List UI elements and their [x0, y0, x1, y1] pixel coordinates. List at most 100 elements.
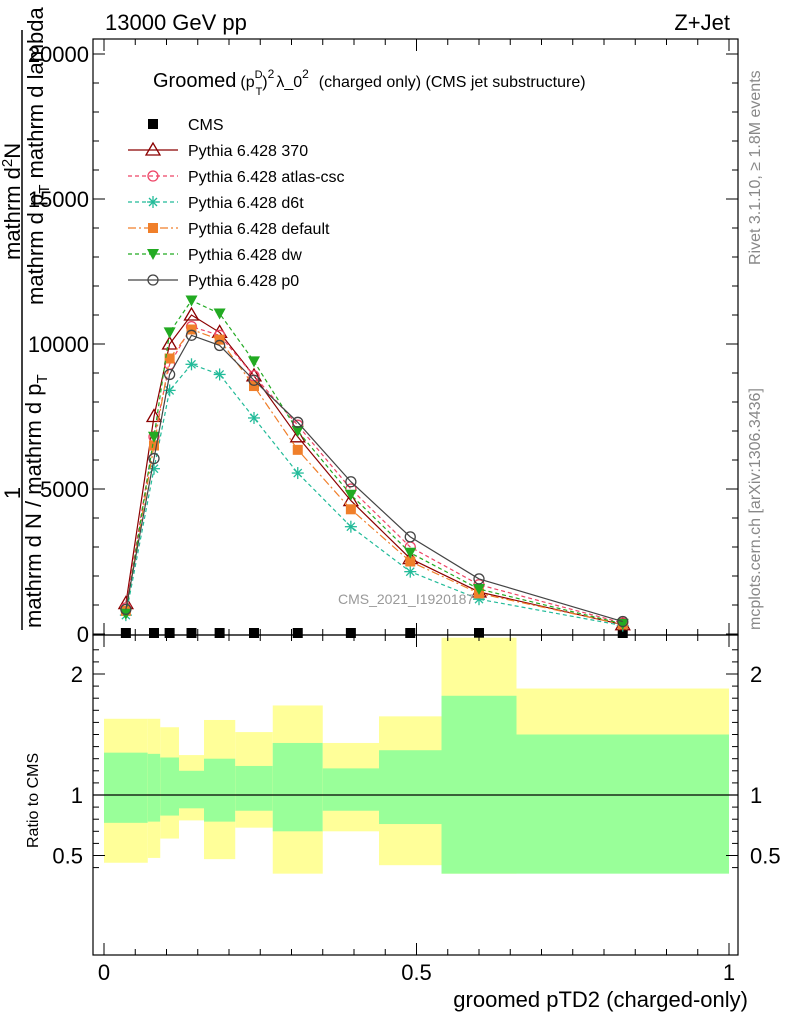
ylabel-top-line2: mathrm d pT mathrm d lambda: [23, 7, 53, 305]
series-6-point-0: [120, 603, 132, 615]
series-6-point-2: [163, 368, 176, 381]
series-6-point-8: [404, 531, 416, 543]
ratio-inner-band-0: [104, 752, 148, 823]
legend-label-1: Pythia 6.428 370: [188, 143, 308, 160]
ratio-band-group: [104, 637, 729, 874]
series-0-point-7: [345, 628, 356, 638]
plot-title: Groomed (pD T)2 λ_02 (charged only) (CMS jet…: [153, 67, 586, 98]
ratio-ytick-label-0: 0.5: [52, 844, 83, 869]
ylabel-den-sub: T: [34, 374, 51, 383]
ratio-y-ticks: 0.5 0.5 1 1 2 2: [52, 649, 781, 869]
legend-marker-3: [147, 196, 159, 208]
ylabel-top-l2b: mathrm d lambda: [23, 7, 48, 185]
series-6-point-9: [473, 573, 485, 585]
title-sup-d: D: [255, 69, 263, 81]
series-3-point-8: [404, 565, 417, 578]
ratio-xtick-label-0: 0: [98, 960, 110, 985]
legend-marker-5: [147, 249, 159, 260]
main-ytick-label-0: 0: [77, 622, 89, 647]
ratio-inner-band-3: [179, 770, 204, 809]
series-3-point-5: [248, 411, 260, 424]
series-0-point-2: [164, 628, 175, 638]
legend: CMS Pythia 6.428 370 Pythia 6.428 atlas-cs…: [128, 117, 345, 290]
series-5-point-1: [148, 431, 160, 443]
rivet-version: Rivet 3.1.10, ≥ 1.8M events: [747, 70, 764, 265]
ratio-ytick-label-right-1: 1: [750, 783, 762, 808]
ylabel-denominator: mathrm d N / mathrm d pT: [21, 374, 51, 628]
series-line-5: [125, 299, 623, 625]
legend-marker-4: [148, 223, 158, 233]
ylabel-top-sup: 2: [0, 159, 16, 167]
title-paren: (p: [240, 74, 254, 91]
series-4-point-8: [405, 556, 416, 567]
series-line-3: [125, 363, 623, 627]
series-6-point-1: [148, 452, 160, 465]
legend-label-2: Pythia 6.428 atlas-csc: [188, 169, 345, 186]
series-4-point-4: [214, 334, 225, 345]
ratio-xtick-label-1: 0.5: [401, 960, 432, 985]
ratio-ytick-label-1: 1: [71, 783, 83, 808]
header-process: Z+Jet: [674, 10, 730, 35]
series-line-1: [125, 314, 623, 626]
series-4-point-2: [164, 353, 175, 364]
main-ytick-label-2: 10000: [28, 332, 89, 357]
series-4-point-5: [249, 381, 259, 392]
legend-label-0: CMS: [188, 117, 224, 134]
series-0-point-10: [617, 628, 628, 638]
ylabel-numerator: 1: [0, 487, 25, 499]
series-0-point-5: [249, 628, 259, 638]
main-ytick-label-3: 15000: [28, 187, 89, 212]
analysis-watermark: CMS_2021_I1920187: [338, 591, 474, 607]
series-1-point-3: [183, 306, 200, 321]
main-x-ticks: [103, 39, 730, 635]
ratio-y-axis-label: Ratio to CMS: [25, 753, 42, 848]
series-line-6: [125, 334, 623, 623]
main-y-ticks: 0 5000 10000 15000 20000: [28, 42, 738, 647]
title-close: ): [262, 74, 267, 91]
series-4-point-3: [186, 324, 197, 335]
series-1-point-6: [289, 428, 306, 443]
series-0-point-8: [405, 628, 416, 638]
series-line-4: [125, 328, 623, 626]
legend-marker-6: [147, 274, 159, 286]
series-3-point-3: [185, 358, 198, 371]
series-0-point-9: [474, 628, 484, 638]
title-tail: (charged only) (CMS jet substructure): [319, 74, 586, 91]
series-6-point-10: [617, 615, 629, 628]
legend-label-6: Pythia 6.428 p0: [188, 273, 299, 290]
ratio-inner-band-7: [322, 768, 379, 811]
series-5-point-10: [616, 618, 629, 630]
header-energy: 13000 GeV pp: [105, 10, 247, 35]
series-3-point-4: [213, 368, 226, 381]
legend-label-4: Pythia 6.428 default: [188, 221, 330, 238]
series-3-point-4-stroke-3: [215, 369, 225, 379]
ylabel-top-l2a: mathrm d p: [23, 194, 48, 305]
series-6-point-6: [292, 416, 304, 428]
series-4-point-7: [345, 504, 356, 515]
series-0-point-6: [292, 628, 303, 638]
series-0-point-3: [186, 628, 197, 638]
series-1-point-1: [145, 408, 163, 423]
mcplots-reference: mcplots.cern.ch [arXiv:1306.3436]: [747, 388, 764, 630]
main-y-axis-label: 1 mathrm d N / mathrm d pT mathrm d2N ma…: [0, 7, 53, 630]
title-sup-2b: 2: [302, 67, 309, 81]
legend-marker-0: [148, 119, 158, 129]
series-3-point-2-stroke-3: [165, 385, 175, 395]
ylabel-den-a: mathrm d N / mathrm d p: [21, 383, 46, 628]
series-5-point-7: [344, 489, 357, 501]
legend-marker-3-stroke-3: [148, 197, 158, 207]
ylabel-top-l2sub: T: [36, 185, 53, 194]
series-3-point-8-stroke-3: [405, 567, 415, 577]
series-5-point-4: [213, 308, 226, 320]
title-lambda: λ_0: [276, 74, 302, 91]
series-5-point-9: [473, 584, 485, 596]
series-1-point-2: [161, 335, 178, 350]
ratio-inner-band-9: [441, 695, 517, 874]
legend-marker-2: [147, 170, 159, 182]
ratio-inner-band-1: [147, 753, 161, 822]
series-0-point-0: [120, 628, 131, 638]
series-5-point-3: [185, 295, 198, 307]
series-6-point-7: [345, 476, 357, 488]
ratio-inner-band-10: [516, 734, 729, 874]
